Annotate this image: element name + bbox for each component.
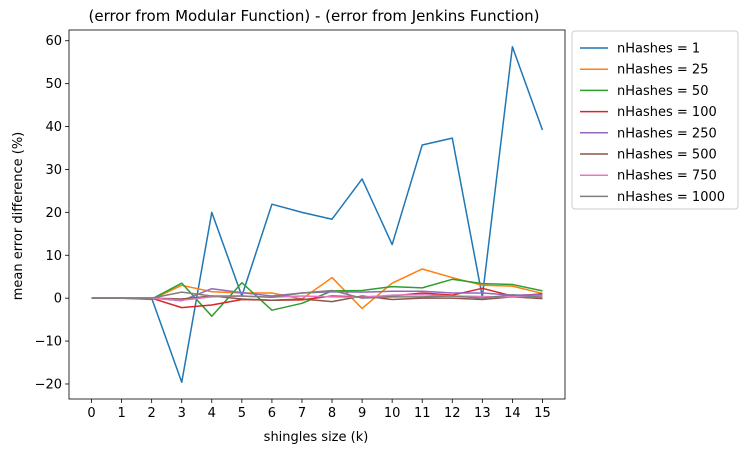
- y-tick-label: 30: [45, 163, 62, 178]
- y-tick-label: 10: [45, 249, 62, 264]
- y-tick-label: 60: [45, 34, 62, 49]
- y-tick-label: 40: [45, 120, 62, 135]
- x-axis-label: shingles size (k): [264, 430, 369, 445]
- y-tick-label: 20: [45, 206, 62, 221]
- legend-label: nHashes = 500: [617, 148, 717, 163]
- y-tick-label: −20: [35, 377, 62, 392]
- x-tick-label: 2: [148, 406, 156, 421]
- chart-title: (error from Modular Function) - (error f…: [88, 7, 539, 25]
- series-line-0: [91, 45, 544, 384]
- x-tick-label: 10: [384, 406, 401, 421]
- x-tick-label: 14: [504, 406, 521, 421]
- x-tick-label: 8: [328, 406, 336, 421]
- legend-box: [571, 30, 739, 210]
- x-tick-label: 6: [268, 406, 276, 421]
- legend-label: nHashes = 750: [617, 169, 717, 184]
- x-tick-label: 15: [534, 406, 551, 421]
- x-tick-label: 9: [358, 406, 366, 421]
- x-tick-label: 5: [238, 406, 246, 421]
- series-line-6: [91, 293, 543, 302]
- x-tick-label: 13: [474, 406, 491, 421]
- series-line-7: [91, 289, 543, 299]
- legend-label: nHashes = 250: [617, 126, 717, 141]
- y-tick-label: −10: [35, 335, 62, 350]
- legend: nHashes = 1 nHashes = 25 nHashes = 50 nHash…: [571, 30, 739, 210]
- x-tick-label: 12: [444, 406, 461, 421]
- x-tick-label: 11: [414, 406, 431, 421]
- legend-label: nHashes = 25: [617, 63, 708, 78]
- x-tick-label: 1: [117, 406, 125, 421]
- legend-label: nHashes = 100: [617, 105, 717, 120]
- x-tick-label: 0: [87, 406, 95, 421]
- legend-label: nHashes = 50: [617, 84, 708, 99]
- series-line-3: [91, 287, 543, 309]
- x-tick-label: 3: [178, 406, 186, 421]
- plot-frame: [68, 29, 566, 400]
- y-axis-label: mean error difference (%): [11, 132, 26, 301]
- y-tick-label: 50: [45, 77, 62, 92]
- x-tick-label: 7: [298, 406, 306, 421]
- legend-label: nHashes = 1000: [617, 190, 725, 205]
- legend-label: nHashes = 1: [617, 42, 700, 57]
- y-tick-label: 0: [54, 292, 62, 307]
- x-tick-label: 4: [208, 406, 216, 421]
- plot-area: 0 1 2 3 4 5 6 7 8 9 10 11 12 13 14 15−20−10010203040506…: [35, 29, 566, 421]
